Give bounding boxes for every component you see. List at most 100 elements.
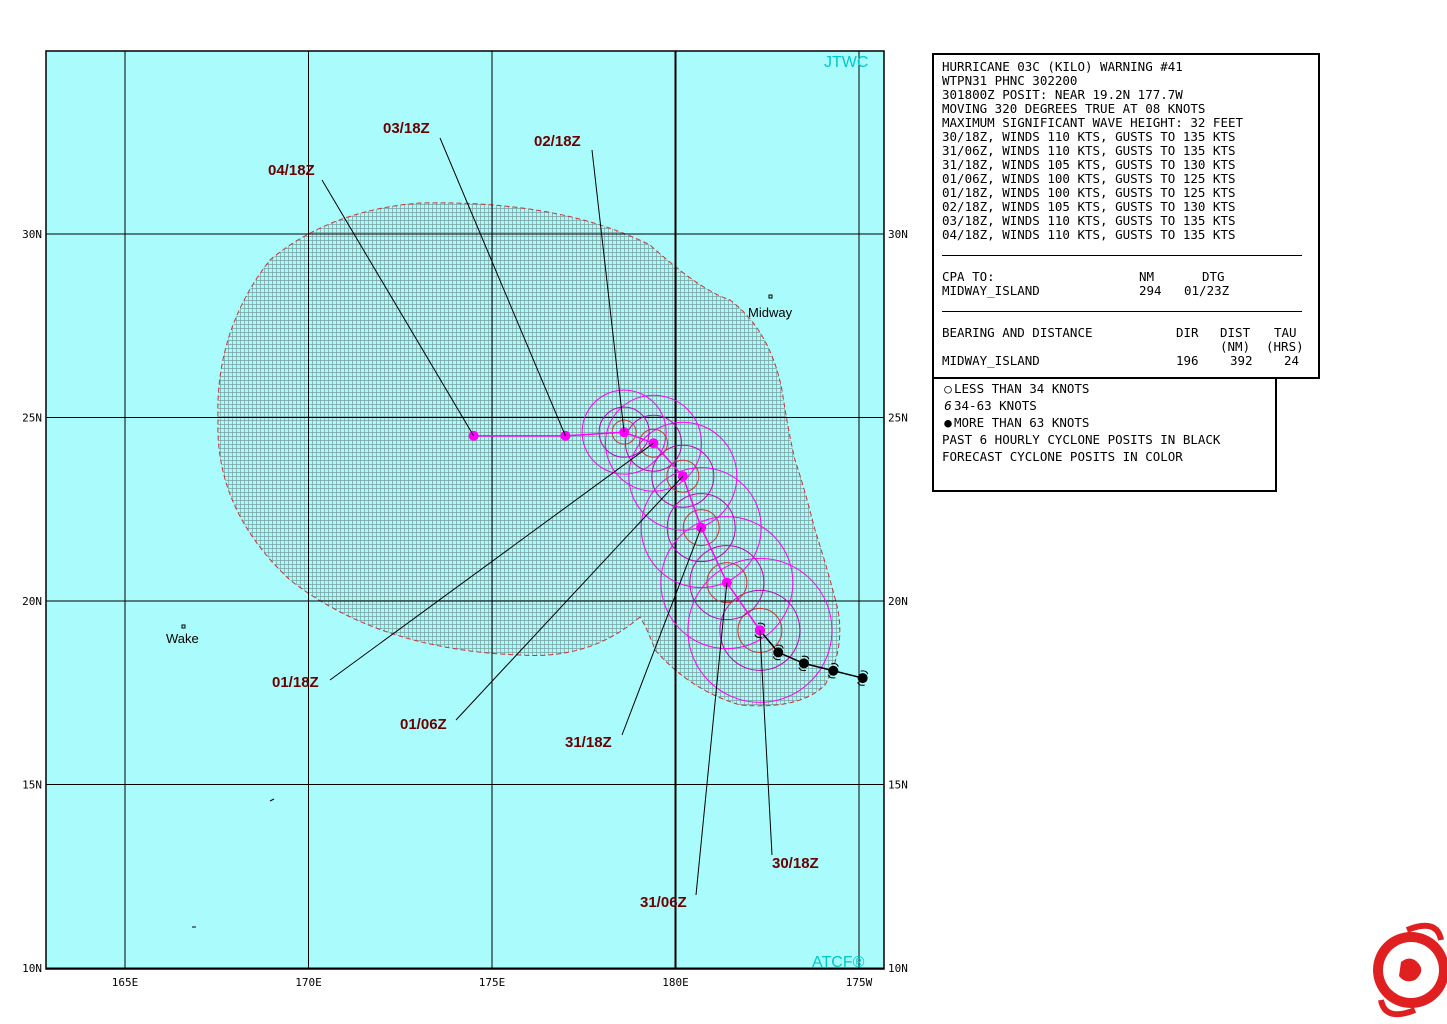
bearing-col-dist: DIST: [1220, 325, 1251, 340]
wind-radius-64kt: [737, 607, 783, 653]
legend-item: ● MORE THAN 63 KNOTS: [942, 416, 1089, 430]
cpa-dtg: 01/23Z: [1184, 283, 1230, 298]
warning-line: HURRICANE 03C (KILO) WARNING #41: [942, 59, 1183, 74]
leader-line: [621, 527, 702, 736]
wind-radius-50kt: [689, 545, 765, 621]
cpa-name: MIDWAY_ISLAND: [942, 283, 1040, 298]
jtwc-logo: [1373, 922, 1447, 1018]
wake-label: Wake: [166, 631, 199, 646]
bearing-dir: 196: [1176, 353, 1199, 368]
warning-line: 01/18Z, WINDS 100 KTS, GUSTS TO 125 KTS: [942, 185, 1236, 200]
cpa-col-dtg: DTG: [1202, 269, 1225, 284]
warning-line: 03/18Z, WINDS 110 KTS, GUSTS TO 135 KTS: [942, 213, 1236, 228]
warning-line: 301800Z POSIT: NEAR 19.2N 177.7W: [942, 87, 1183, 102]
forecast-time-label: 01/18Z: [272, 674, 319, 691]
hurricane-symbol: [772, 644, 784, 661]
midway-marker: [768, 294, 773, 299]
bearing-heading: BEARING AND DISTANCE: [942, 325, 1093, 340]
past-position-marker: [857, 673, 868, 684]
legend-note: FORECAST CYCLONE POSITS IN COLOR: [942, 449, 1183, 464]
bearing-unit-tau: (HRS): [1266, 339, 1304, 354]
lat-lon-grid: 165E 170E 175E 180E 175W 30N 30N 25N 25N 20N 20N 15…: [22, 51, 908, 989]
warning-line: 04/18Z, WINDS 110 KTS, GUSTS TO 135 KTS: [942, 227, 1236, 242]
warning-line: 30/18Z, WINDS 110 KTS, GUSTS TO 135 KTS: [942, 129, 1236, 144]
wind-radius-34kt: [581, 389, 667, 475]
lat-label-right: 30N: [888, 228, 908, 241]
wind-radius-34kt: [687, 557, 833, 703]
wind-radius-64kt: [706, 562, 748, 604]
bearing-name: MIDWAY_ISLAND: [942, 353, 1040, 368]
forecast-time-label: 03/18Z: [383, 120, 430, 137]
lat-label-left: 30N: [22, 228, 42, 241]
island-wake: Wake: [166, 624, 199, 646]
wind-radius-34kt: [660, 516, 794, 650]
tropical-storm-icon: 6: [944, 398, 952, 413]
wind-radius-64kt: [666, 459, 700, 493]
leader-line: [455, 475, 684, 721]
lon-label: 175E: [479, 976, 506, 989]
hurricane-symbol: [754, 622, 766, 639]
warning-line: MOVING 320 DEGREES TRUE AT 08 KNOTS: [942, 101, 1206, 116]
storm-track: [468, 427, 869, 686]
forecast-time-label: 04/18Z: [268, 162, 315, 179]
wind-radius-50kt: [719, 589, 801, 671]
lat-label-right: 20N: [888, 595, 908, 608]
forecast-time-label: 01/06Z: [400, 716, 447, 733]
legend-item: ○ LESS THAN 34 KNOTS: [942, 382, 1089, 396]
warning-line: 01/06Z, WINDS 100 KTS, GUSTS TO 125 KTS: [942, 171, 1236, 186]
leader-line: [321, 179, 475, 437]
lon-label: 165E: [112, 976, 139, 989]
warning-line: 31/06Z, WINDS 110 KTS, GUSTS TO 135 KTS: [942, 143, 1236, 158]
cpa-nm: 294: [1139, 283, 1162, 298]
past-position-marker: [798, 658, 809, 669]
wind-radius-50kt: [598, 406, 650, 458]
leader-line: [695, 582, 728, 896]
forecast-time-label: 31/18Z: [565, 734, 612, 751]
wind-radius-34kt: [640, 467, 762, 589]
warning-panel: HURRICANE 03C (KILO) WARNING #41 WTPN31 P…: [932, 53, 1320, 379]
hurricane-icon: ●: [944, 415, 952, 430]
forecast-time-label: 30/18Z: [772, 855, 819, 872]
past-position-marker: [828, 665, 839, 676]
forecast-labels: 30/18Z 31/06Z 31/18Z 01/06Z 01/18Z 02/18Z 03/1…: [268, 120, 819, 911]
island-midway: Midway: [748, 294, 793, 320]
lon-label: 180E: [662, 976, 689, 989]
wind-radius-64kt: [682, 509, 720, 547]
lat-label-right: 10N: [888, 962, 908, 975]
lat-label-left: 20N: [22, 595, 42, 608]
leader-line: [591, 149, 625, 433]
danger-swath: [217, 202, 841, 707]
past-position-marker: [773, 647, 784, 658]
hurricane-symbol: [798, 655, 810, 672]
lat-label-right: 25N: [888, 412, 908, 425]
leader-line: [329, 442, 654, 681]
lat-label-right: 15N: [888, 779, 908, 792]
cpa-heading: CPA TO:: [942, 269, 995, 284]
wind-radius-34kt: [604, 394, 702, 492]
bearing-dist: 392: [1230, 353, 1253, 368]
midway-label: Midway: [748, 305, 793, 320]
lat-label-left: 15N: [22, 779, 42, 792]
forecast-time-label: 02/18Z: [534, 133, 581, 150]
atcf-credit: ATCF®: [812, 954, 865, 971]
wake-marker: [181, 624, 186, 629]
reef-mark: [269, 798, 275, 802]
lat-label-left: 25N: [22, 412, 42, 425]
cpa-col-nm: NM: [1139, 269, 1155, 284]
bearing-col-dir: DIR: [1176, 325, 1199, 340]
leader-line: [759, 630, 773, 856]
warning-line: 02/18Z, WINDS 105 KTS, GUSTS TO 130 KTS: [942, 199, 1236, 214]
lon-label: 175W: [846, 976, 873, 989]
wind-radius-50kt: [651, 444, 715, 508]
forecast-track-line: [473, 431, 761, 631]
wind-radius-64kt: [638, 428, 668, 458]
bearing-col-tau: TAU: [1274, 325, 1297, 340]
jtwc-credit: JTWC: [824, 54, 868, 71]
lon-label: 170E: [295, 976, 322, 989]
hurricane-symbol: [827, 663, 839, 679]
legend-panel: ○ LESS THAN 34 KNOTS 6 34-63 KNOTS ● MORE T…: [932, 377, 1277, 492]
warning-line: MAXIMUM SIGNIFICANT WAVE HEIGHT: 32 FEET: [942, 115, 1244, 130]
wind-radius-34kt: [628, 421, 738, 531]
legend-note: PAST 6 HOURLY CYCLONE POSITS IN BLACK: [942, 432, 1221, 447]
open-circle-icon: ○: [944, 381, 952, 396]
